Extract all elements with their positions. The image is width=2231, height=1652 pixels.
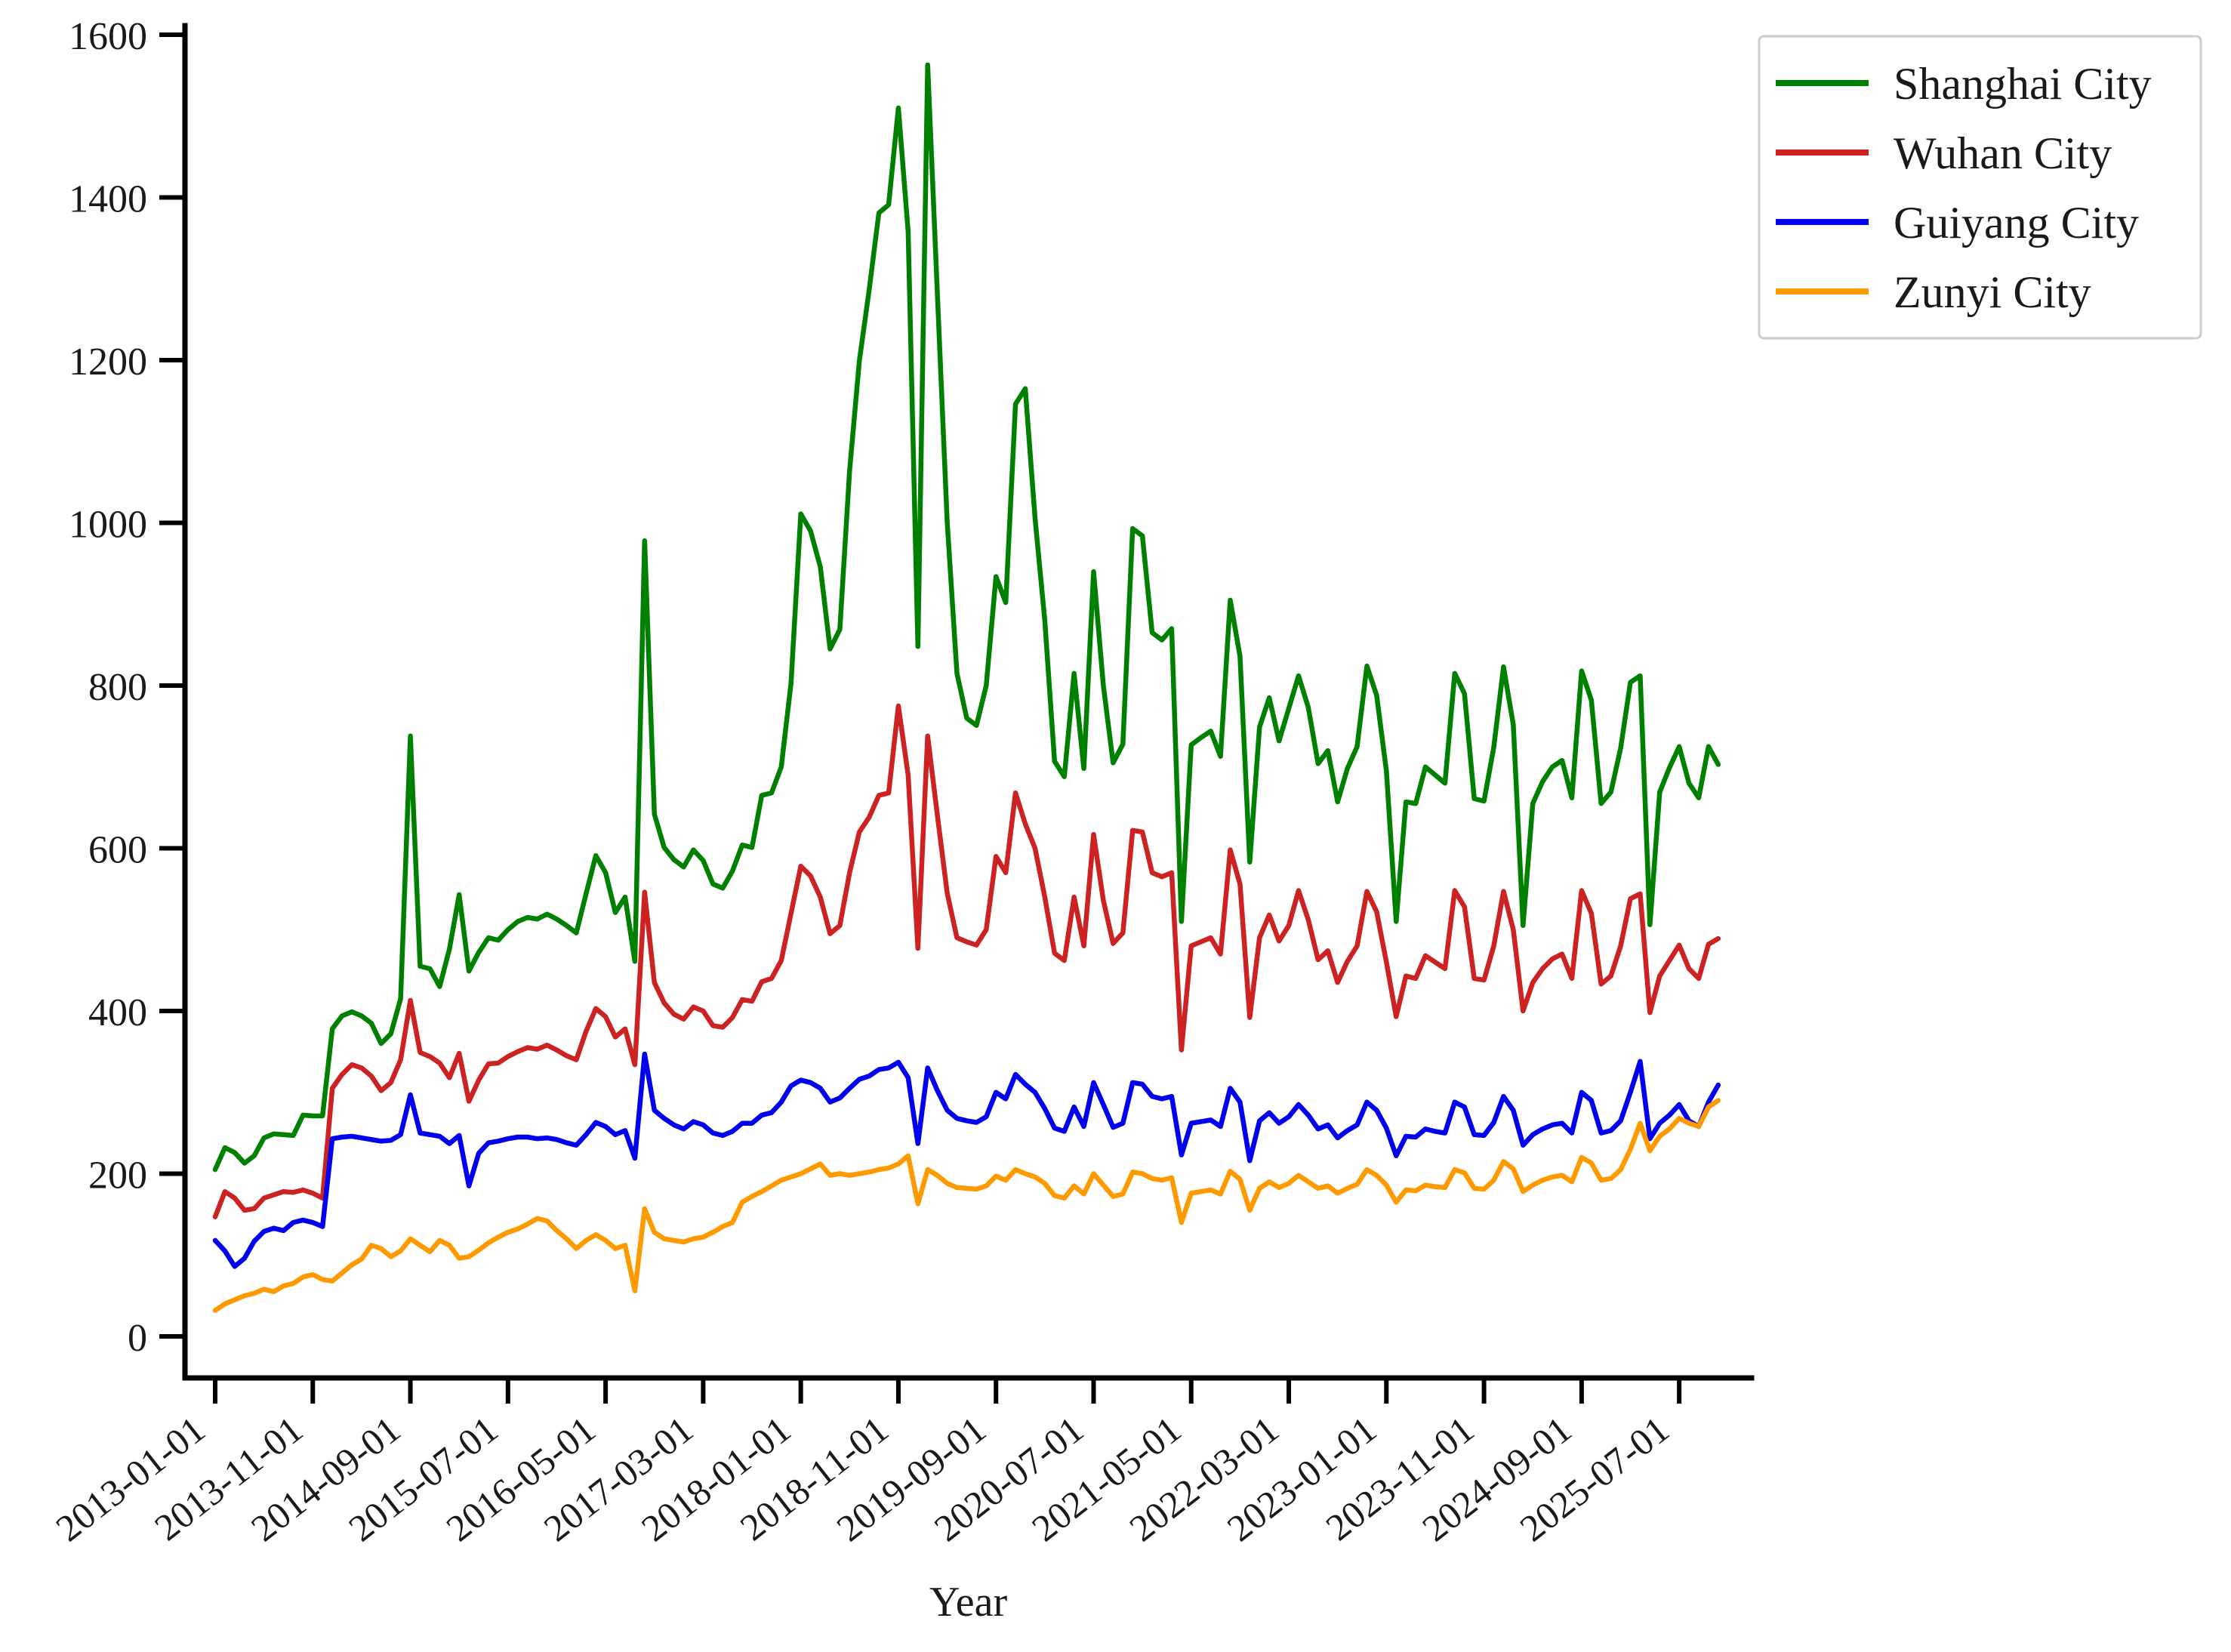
legend-label-shanghai-city: Shanghai City xyxy=(1894,59,2152,109)
legend-label-guiyang-city: Guiyang City xyxy=(1894,198,2139,248)
x-axis-ticks: 2013-01-012013-11-012014-09-012015-07-01… xyxy=(48,1378,1682,1549)
x-axis-title: Year xyxy=(929,1579,1008,1626)
series-group xyxy=(212,62,1721,1313)
legend-background xyxy=(1758,35,2202,340)
y-tick-label: 1400 xyxy=(69,178,147,221)
series-line-zunyi-city xyxy=(212,1098,1721,1313)
legend: Shanghai City Wuhan City Guiyang City Zunyi… xyxy=(1758,35,2202,340)
legend-label-wuhan-city: Wuhan City xyxy=(1894,128,2112,178)
series-line-shanghai-city xyxy=(212,62,1721,1173)
y-axis-ticks: 0 200 400 600 800 1000 1200 1400 1600 xyxy=(69,15,185,1360)
y-tick-label: 1000 xyxy=(69,504,147,547)
y-tick-label: 1600 xyxy=(69,15,147,58)
legend-label-zunyi-city: Zunyi City xyxy=(1894,267,2091,317)
y-tick-label: 1200 xyxy=(69,341,147,384)
y-tick-label: 200 xyxy=(88,1154,147,1197)
y-tick-label: 400 xyxy=(88,991,147,1034)
series-line-guiyang-city xyxy=(212,1051,1721,1269)
y-tick-label: 800 xyxy=(88,666,147,709)
y-tick-label: 0 xyxy=(128,1317,147,1360)
series-line-wuhan-city xyxy=(212,703,1721,1219)
axis-spines xyxy=(182,23,1755,1381)
y-tick-label: 600 xyxy=(88,829,147,872)
